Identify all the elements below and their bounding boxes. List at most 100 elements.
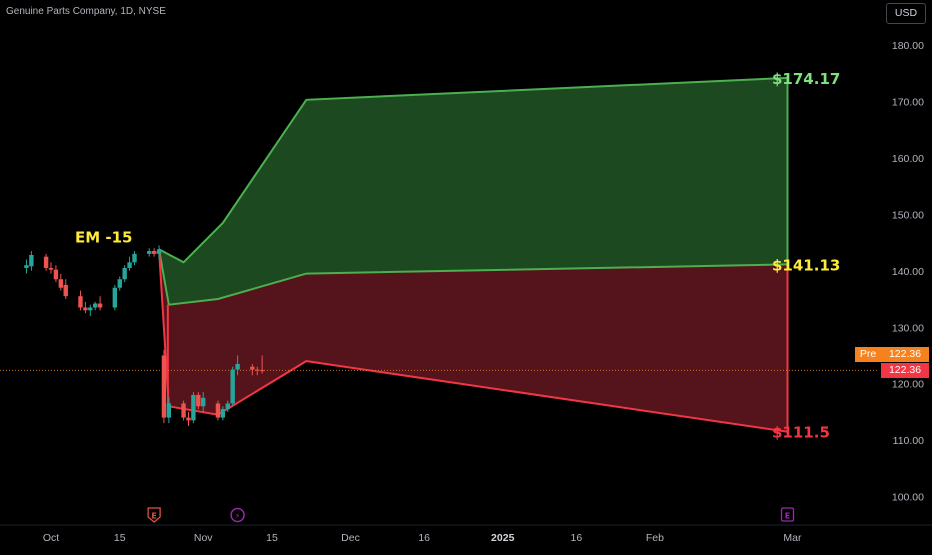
- candle: [132, 251, 137, 266]
- price-tick-label: 110.00: [893, 435, 924, 447]
- price-tick-label: 140.00: [892, 266, 924, 278]
- candle: [88, 304, 93, 316]
- candle-body: [58, 279, 64, 288]
- time-tick-label: 16: [418, 532, 430, 544]
- candle: [83, 301, 88, 314]
- event-glyph: ⚡: [235, 512, 241, 521]
- candle-body: [122, 267, 127, 280]
- em-label: EM -15: [75, 228, 133, 246]
- candle-body: [83, 307, 88, 311]
- candle: [147, 248, 152, 257]
- candle-body: [88, 307, 93, 311]
- candlesticks: [24, 245, 265, 427]
- candle-body: [156, 249, 162, 254]
- candle: [97, 296, 103, 311]
- price-tick-label: 170.00: [892, 96, 924, 108]
- candle: [259, 355, 265, 374]
- premarket-price-tag: 122.36: [881, 347, 929, 362]
- candle: [78, 290, 83, 311]
- time-tick-label: 15: [266, 532, 278, 544]
- event-markers[interactable]: E ⚡ E: [147, 507, 795, 523]
- candle-body: [48, 267, 54, 270]
- price-axis[interactable]: 180.00 170.00 160.00 150.00 140.00 130.00 120.…: [892, 40, 924, 504]
- candle: [127, 256, 132, 271]
- time-tick-label: Oct: [43, 532, 59, 544]
- candle: [112, 284, 118, 311]
- price-tick-label: 180.00: [892, 40, 924, 52]
- price-tick-label: 120.00: [892, 379, 924, 391]
- candle: [230, 366, 235, 407]
- candle: [93, 301, 98, 311]
- time-tick-label: Mar: [783, 532, 802, 544]
- candle-body: [191, 394, 196, 421]
- candle: [196, 392, 201, 410]
- candle: [156, 245, 162, 260]
- time-axis[interactable]: Oct 15 Nov 15 Dec 16 2025 16 Feb Mar: [0, 524, 932, 544]
- mid-band-line: [158, 249, 788, 306]
- candle: [201, 392, 206, 412]
- upper-target-label: $174.17: [772, 70, 840, 88]
- lower-target-label: $111.5: [772, 424, 830, 442]
- candle-body: [112, 287, 118, 308]
- time-tick-label: 2025: [491, 532, 515, 544]
- last-price-tag: 122.36: [881, 363, 929, 378]
- candle-body: [161, 355, 167, 418]
- candle: [63, 279, 68, 300]
- candle-body: [255, 369, 260, 371]
- time-tick-label: 16: [571, 532, 583, 544]
- candle: [53, 265, 59, 283]
- candle-body: [147, 251, 152, 254]
- candle-body: [201, 397, 206, 407]
- upper-band-line: [158, 76, 788, 264]
- candle-body: [43, 256, 49, 268]
- candle: [43, 253, 49, 271]
- dividend-icon[interactable]: [230, 507, 245, 523]
- candle: [161, 349, 167, 424]
- candle: [235, 355, 240, 376]
- candle-body: [127, 262, 132, 268]
- green-zone: [159, 77, 788, 305]
- candle: [255, 366, 260, 376]
- earnings-icon[interactable]: [147, 507, 161, 523]
- candle: [166, 397, 172, 424]
- candle-body: [250, 366, 255, 370]
- candle-body: [230, 369, 235, 404]
- candle-body: [196, 394, 201, 407]
- candle-body: [132, 253, 137, 263]
- candle-body: [63, 284, 68, 297]
- candle-body: [259, 370, 265, 372]
- price-tick-label: 160.00: [892, 153, 924, 165]
- candle-body: [166, 403, 172, 418]
- price-tick-label: 100.00: [892, 492, 924, 504]
- currency-button[interactable]: USD: [886, 3, 926, 24]
- time-tick-label: Dec: [341, 532, 360, 544]
- upcoming-earnings-icon[interactable]: [780, 507, 795, 522]
- price-tick-label: 130.00: [892, 322, 924, 334]
- candle-body: [235, 363, 240, 370]
- candle-body: [225, 403, 230, 410]
- candle-body: [186, 417, 191, 421]
- candle-body: [29, 254, 34, 267]
- candle-body: [24, 265, 29, 268]
- event-glyph: E: [151, 512, 156, 521]
- candle: [220, 406, 226, 421]
- price-tick-label: 150.00: [892, 209, 924, 221]
- time-tick-label: Feb: [646, 532, 664, 544]
- annotations: EM -15 $174.17 $141.13 $111.5: [75, 70, 840, 442]
- mid-target-label: $141.13: [772, 256, 840, 274]
- candle-body: [78, 296, 83, 308]
- candle-body: [53, 269, 59, 280]
- candle: [186, 411, 191, 427]
- candle-body: [215, 403, 221, 418]
- dividend-marker[interactable]: ⚡: [230, 507, 245, 523]
- candle-body: [97, 303, 103, 308]
- red-zone: [159, 249, 788, 432]
- earnings-upcoming-marker[interactable]: E: [780, 507, 795, 522]
- earnings-marker[interactable]: E: [147, 507, 161, 523]
- candle-body: [93, 303, 98, 308]
- candle: [191, 392, 196, 424]
- time-tick-label: Nov: [194, 532, 213, 544]
- candle-body: [117, 279, 122, 288]
